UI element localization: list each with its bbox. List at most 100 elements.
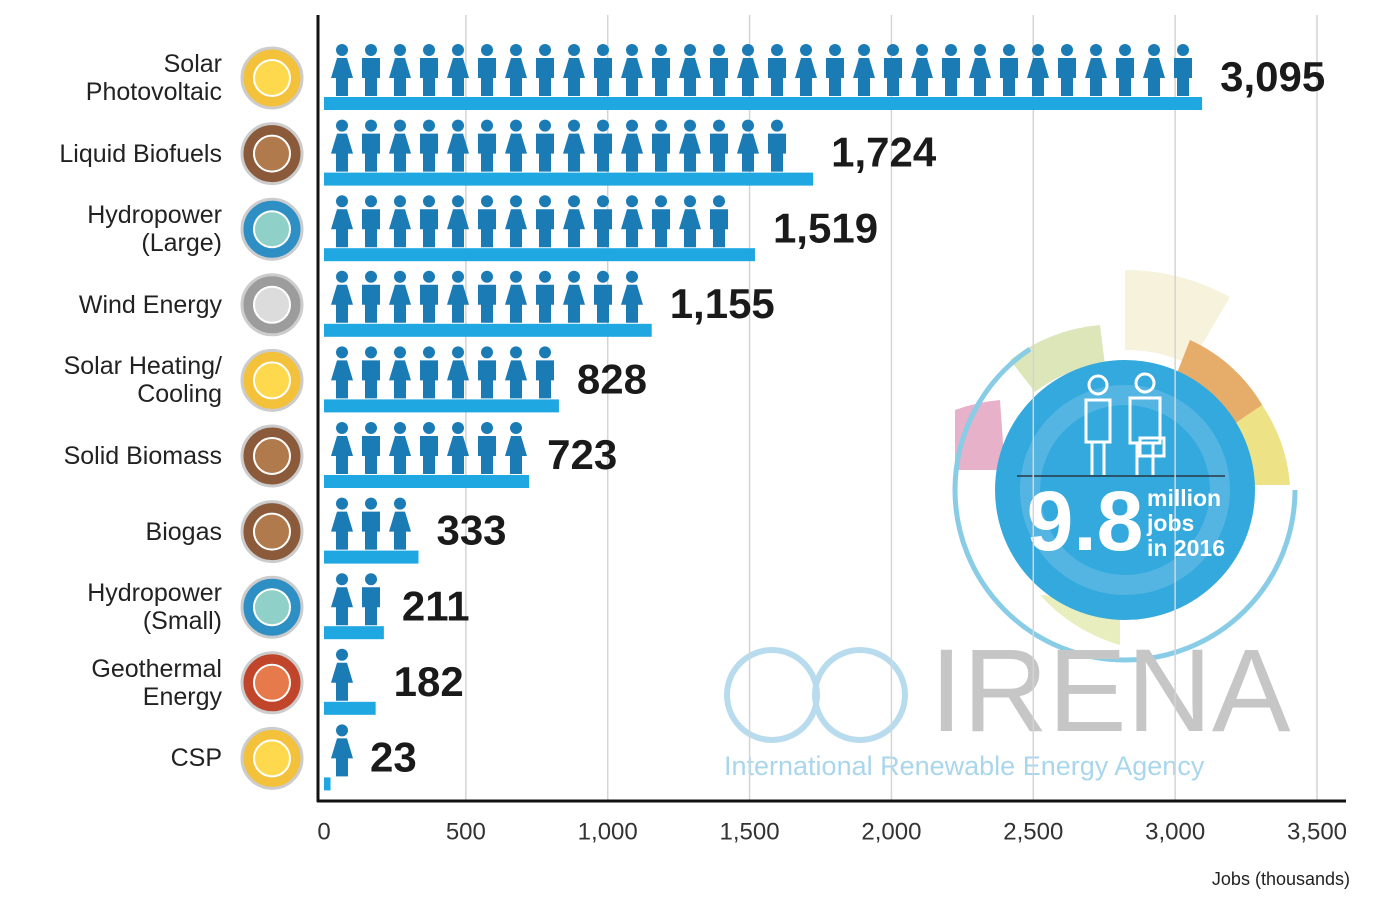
person-body	[563, 284, 585, 323]
person-body	[536, 58, 554, 96]
person-body	[362, 360, 380, 399]
bar	[324, 323, 652, 337]
person-icons	[331, 270, 643, 323]
person-head	[742, 119, 754, 132]
person-head	[510, 195, 522, 208]
person-body	[447, 209, 469, 248]
person-body	[652, 58, 670, 96]
person-head	[423, 346, 435, 359]
x-tick-label: 1,500	[720, 818, 780, 845]
person-head	[481, 422, 493, 434]
person-head	[916, 44, 928, 56]
category-label: CSP	[170, 744, 222, 773]
person-head	[481, 195, 493, 208]
person-head	[1061, 44, 1073, 56]
person-body	[710, 58, 728, 96]
person-body	[478, 360, 496, 399]
person-head	[771, 44, 783, 56]
person-body	[389, 284, 411, 323]
category-label: Solid Biomass	[63, 442, 222, 470]
person-body	[447, 133, 469, 172]
person-body	[505, 436, 527, 474]
person-head	[568, 270, 580, 283]
person-head	[510, 119, 522, 132]
person-head	[394, 497, 406, 510]
person-head	[423, 422, 435, 434]
person-body	[1058, 58, 1076, 96]
category-label: Solar Heating/ Cooling	[63, 352, 222, 409]
person-icons	[331, 497, 411, 550]
category-label: Liquid Biofuels	[59, 139, 222, 168]
person-head	[771, 119, 783, 132]
person-head	[336, 270, 348, 283]
person-head	[394, 195, 406, 208]
person-body	[679, 209, 701, 248]
person-body	[1174, 58, 1192, 96]
person-head	[336, 724, 348, 737]
logo-name: IRENA	[930, 625, 1291, 757]
person-head	[626, 270, 638, 283]
person-body	[536, 360, 554, 399]
person-head	[510, 346, 522, 359]
person-head	[336, 119, 348, 132]
person-head	[568, 119, 580, 132]
person-body	[331, 587, 353, 626]
person-body	[505, 209, 527, 248]
person-head	[365, 573, 377, 586]
person-head	[539, 195, 551, 208]
person-head	[365, 44, 377, 56]
person-head	[655, 119, 667, 132]
bar	[324, 626, 384, 640]
person-body	[969, 58, 991, 96]
value-label: 23	[370, 733, 417, 780]
person-body	[853, 58, 875, 96]
person-body	[331, 360, 353, 399]
person-body	[652, 209, 670, 248]
person-body	[389, 133, 411, 172]
person-head	[684, 44, 696, 56]
person-body	[594, 133, 612, 172]
person-head	[336, 346, 348, 359]
person-icons	[331, 119, 786, 172]
person-head	[365, 422, 377, 434]
category-icon-inner	[253, 588, 291, 627]
value-label: 211	[402, 582, 470, 629]
logo-mark	[724, 647, 908, 743]
value-label: 182	[394, 658, 464, 705]
bar	[324, 777, 331, 791]
category-icon-inner	[253, 739, 291, 778]
category-icon-inner	[253, 134, 291, 173]
person-head	[1148, 44, 1160, 56]
person-body	[1000, 58, 1018, 96]
person-head	[481, 44, 493, 56]
value-label: 723	[547, 431, 617, 478]
person-body	[362, 209, 380, 248]
person-body	[331, 511, 353, 550]
bar	[324, 248, 755, 262]
x-tick-label: 2,000	[861, 818, 921, 845]
value-label: 1,519	[773, 204, 878, 251]
person-body	[389, 511, 411, 550]
person-body	[362, 284, 380, 323]
person-body	[621, 284, 643, 323]
person-head	[597, 119, 609, 132]
person-head	[452, 119, 464, 132]
person-head	[597, 44, 609, 56]
person-body	[478, 58, 496, 96]
person-body	[478, 436, 496, 474]
bar	[324, 550, 419, 564]
person-body	[331, 662, 353, 701]
person-body	[505, 58, 527, 96]
category-label: Hydropower (Small)	[87, 579, 222, 636]
person-head	[539, 346, 551, 359]
person-icons	[331, 44, 1192, 96]
person-head	[655, 195, 667, 208]
person-body	[768, 133, 786, 172]
x-tick-label: 2,500	[1003, 818, 1063, 845]
person-body	[710, 133, 728, 172]
person-body	[362, 436, 380, 474]
category-icon-inner	[253, 437, 291, 475]
person-body	[447, 436, 469, 474]
person-head	[568, 195, 580, 208]
